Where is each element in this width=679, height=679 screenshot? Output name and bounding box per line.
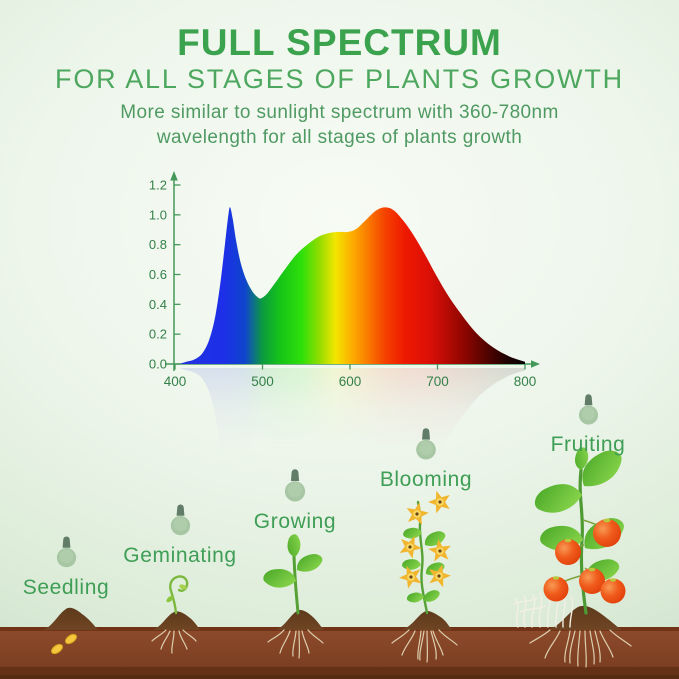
grow-light-bulb-icon xyxy=(416,428,436,460)
grow-light-bulb-icon xyxy=(170,504,190,536)
fruiting-plant-illustration xyxy=(530,445,629,615)
roots-fruiting xyxy=(529,629,632,668)
roots-geminating xyxy=(151,629,197,654)
stage-label: Geminating xyxy=(123,544,237,567)
grow-light-bulb-icon xyxy=(56,536,76,568)
stage-blooming: Blooming xyxy=(341,428,511,492)
svg-text:0.8: 0.8 xyxy=(149,237,167,252)
spectrum-area xyxy=(179,207,525,364)
description-line-2: wavelength for all stages of plants grow… xyxy=(156,127,523,148)
svg-text:0.2: 0.2 xyxy=(149,327,167,342)
grow-light-bulb-icon xyxy=(578,394,598,425)
underground-roots xyxy=(151,629,632,668)
seeds xyxy=(51,633,77,655)
stage-label: Growing xyxy=(253,510,337,533)
mound-growing xyxy=(275,609,324,630)
spectrum-reflection xyxy=(179,368,525,525)
soil-band xyxy=(0,627,679,679)
page-title: FULL SPECTRUM xyxy=(177,22,502,63)
svg-text:0.0: 0.0 xyxy=(149,357,167,372)
svg-text:0.4: 0.4 xyxy=(149,297,167,312)
svg-text:1.2: 1.2 xyxy=(149,178,167,193)
stage-fruiting: Fruiting xyxy=(503,394,673,457)
stage-label: Fruiting xyxy=(550,433,626,456)
stage-growing: Growing xyxy=(210,469,380,534)
roots-growing xyxy=(267,629,324,659)
mound-fruiting xyxy=(547,605,622,630)
stage-label: Blooming xyxy=(379,468,473,491)
mound-blooming xyxy=(401,610,452,630)
stage-seedling: Seedling xyxy=(0,536,151,600)
description: More similar to sunlight spectrum with 3… xyxy=(0,100,679,150)
stage-label: Seedling xyxy=(22,576,110,599)
svg-text:0.6: 0.6 xyxy=(149,267,167,282)
svg-text:700: 700 xyxy=(426,374,449,389)
blooming-plant-illustration xyxy=(395,487,454,615)
tomatoes xyxy=(543,518,626,604)
mound-seedling xyxy=(42,607,98,630)
sprout-illustration xyxy=(166,575,189,615)
exposed-white-roots xyxy=(513,589,574,628)
y-axis-arrow-icon xyxy=(170,171,178,181)
grow-light-bulb-icon xyxy=(284,469,306,502)
stage-geminating: Geminating xyxy=(95,504,265,568)
svg-text:1.0: 1.0 xyxy=(149,207,167,222)
description-line-1: More similar to sunlight spectrum with 3… xyxy=(120,102,559,123)
svg-text:400: 400 xyxy=(164,374,187,389)
axis-ticks: 0.0 0.2 0.4 0.6 0.8 1.0 1.2 400 500 600 700 800 xyxy=(149,178,536,390)
growing-plant-illustration xyxy=(262,533,325,615)
mound-geminating xyxy=(152,611,200,630)
svg-text:500: 500 xyxy=(251,374,274,389)
soil-mounds xyxy=(42,605,622,630)
svg-text:800: 800 xyxy=(514,374,537,389)
x-axis-arrow-icon xyxy=(531,360,540,368)
page-subtitle: FOR ALL STAGES OF PLANTS GROWTH xyxy=(55,64,624,94)
roots-blooming xyxy=(391,629,458,663)
svg-text:600: 600 xyxy=(339,374,362,389)
